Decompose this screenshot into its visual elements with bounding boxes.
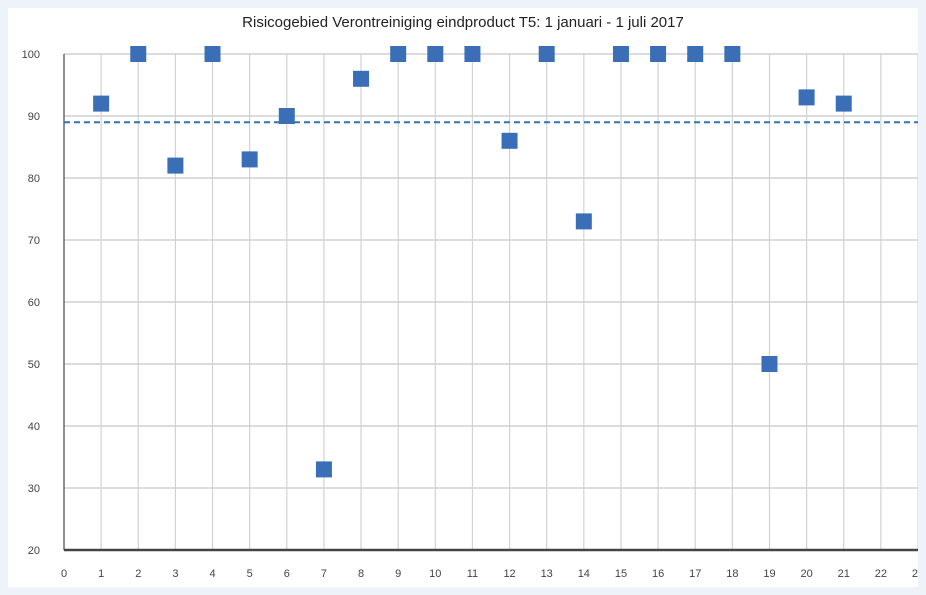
data-point xyxy=(761,356,778,372)
data-point xyxy=(798,89,815,106)
data-point xyxy=(93,95,110,112)
x-tick-label: 6 xyxy=(284,568,290,580)
x-tick-label: 19 xyxy=(763,568,775,580)
y-tick-label: 30 xyxy=(28,483,40,495)
y-tick-label: 100 xyxy=(22,49,40,61)
x-tick-label: 0 xyxy=(61,568,67,580)
x-tick-label: 1 xyxy=(98,568,104,580)
y-tick-label: 60 xyxy=(28,297,40,309)
y-tick-label: 40 xyxy=(28,421,40,433)
y-tick-label: 80 xyxy=(28,173,40,185)
data-point xyxy=(353,70,370,87)
x-tick-label: 13 xyxy=(541,568,553,580)
data-point xyxy=(427,46,444,62)
x-tick-label: 2 xyxy=(135,568,141,580)
x-tick-label: 18 xyxy=(726,568,738,580)
x-tick-label: 23 xyxy=(912,568,918,580)
x-tick-label: 15 xyxy=(615,568,627,580)
data-point xyxy=(835,95,852,112)
x-tick-label: 4 xyxy=(209,568,215,580)
y-tick-label: 70 xyxy=(28,235,40,247)
x-tick-label: 8 xyxy=(358,568,364,580)
data-point xyxy=(278,108,295,124)
data-point xyxy=(390,46,407,62)
data-point xyxy=(315,461,332,478)
data-point xyxy=(724,46,741,62)
y-tick-label: 20 xyxy=(28,545,40,557)
y-tick-label: 50 xyxy=(28,359,40,371)
chart-card: Risicogebied Verontreiniging eindproduct… xyxy=(8,8,918,587)
x-tick-label: 17 xyxy=(689,568,701,580)
data-point xyxy=(241,151,258,168)
x-tick-label: 22 xyxy=(875,568,887,580)
data-point xyxy=(464,46,481,62)
data-point xyxy=(575,213,592,230)
x-tick-label: 20 xyxy=(800,568,812,580)
x-tick-label: 21 xyxy=(838,568,850,580)
x-tick-label: 7 xyxy=(321,568,327,580)
x-tick-label: 3 xyxy=(172,568,178,580)
data-point xyxy=(687,46,704,62)
data-point xyxy=(204,46,221,62)
y-tick-label: 90 xyxy=(28,111,40,123)
x-tick-label: 16 xyxy=(652,568,664,580)
chart-title: Risicogebied Verontreiniging eindproduct… xyxy=(242,14,684,31)
x-tick-label: 10 xyxy=(429,568,441,580)
x-tick-label: 14 xyxy=(578,568,590,580)
data-point xyxy=(167,157,184,174)
x-tick-label: 12 xyxy=(503,568,515,580)
data-point xyxy=(501,132,518,149)
x-tick-label: 5 xyxy=(247,568,253,580)
data-point xyxy=(538,46,555,62)
x-tick-label: 11 xyxy=(467,568,478,580)
data-point xyxy=(650,46,667,62)
x-tick-label: 9 xyxy=(395,568,401,580)
data-point xyxy=(612,46,629,62)
data-point xyxy=(130,46,147,62)
